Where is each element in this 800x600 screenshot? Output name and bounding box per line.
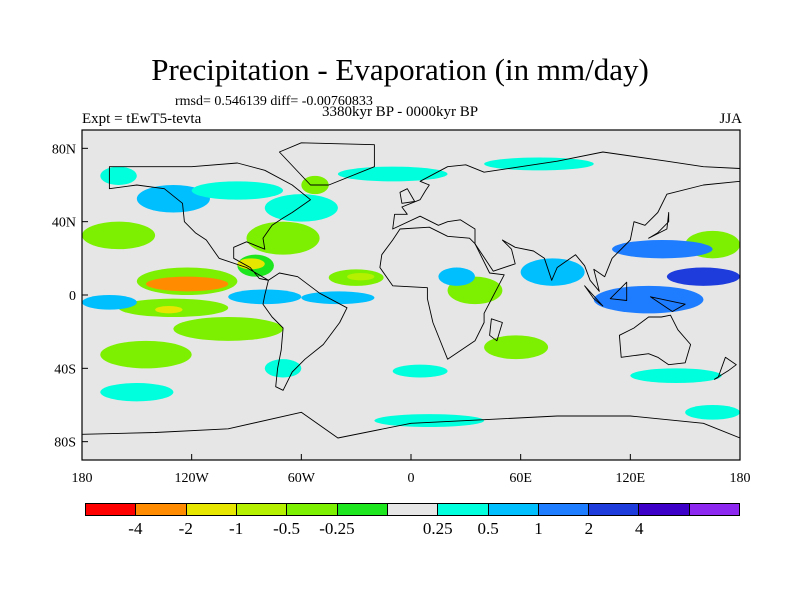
anomaly-region <box>100 340 192 369</box>
colorbar-swatch <box>287 504 338 515</box>
coastline-layer <box>82 142 740 460</box>
anomaly-region <box>100 383 174 402</box>
anomaly-region <box>374 414 485 428</box>
coastline <box>584 285 604 307</box>
colorbar-swatch <box>689 504 740 515</box>
y-tick-label: 0 <box>69 289 76 304</box>
coastline <box>108 162 311 281</box>
colorbar-label: 2 <box>584 519 594 538</box>
anomaly-region <box>347 273 375 281</box>
coastline <box>392 151 740 292</box>
x-tick-label: 180 <box>72 471 93 486</box>
colorbar-label: 4 <box>634 519 644 538</box>
axis-ticks: 80N 40N 0 40S 80S 180 120W 60W 0 60E 120E 180 <box>52 142 751 486</box>
colorbar-swatch <box>136 504 187 515</box>
colorbar-swatch <box>639 504 690 515</box>
anomaly-region <box>246 221 320 255</box>
anomaly-region <box>301 291 375 305</box>
anomaly-region <box>593 285 704 314</box>
period-label: 3380kyr BP - 0000kyr BP <box>321 104 479 120</box>
x-tick-label: 60E <box>509 471 532 486</box>
colorbar-swatch <box>186 504 237 515</box>
colorbar-swatch <box>236 504 288 515</box>
anomaly-region <box>82 295 137 310</box>
coastline <box>399 188 416 204</box>
anomaly-region <box>666 267 740 286</box>
coastline <box>609 281 628 301</box>
colorbar-swatch <box>387 504 439 515</box>
stats-text: rmsd= 0.546139 diff= -0.00760833 <box>175 94 373 109</box>
coastline <box>713 356 737 380</box>
coastline <box>278 142 375 186</box>
anomaly-region <box>100 166 137 185</box>
colorbar-label: -1 <box>229 519 244 538</box>
y-tick-label: 40N <box>52 216 76 231</box>
anomaly-region <box>392 364 448 378</box>
anomaly-region <box>145 276 229 292</box>
anomaly-region <box>685 405 740 420</box>
colorbar-label: 0.25 <box>422 519 453 538</box>
colorbar-label: -4 <box>128 519 143 538</box>
anomaly-layer <box>82 157 740 428</box>
coastline <box>649 296 686 312</box>
coastline <box>489 318 503 342</box>
colorbar-swatch <box>488 504 539 515</box>
coastline <box>379 226 505 360</box>
anomaly-region <box>173 317 284 341</box>
colorbar-swatch <box>86 504 137 515</box>
coastline <box>262 272 348 391</box>
colorbar-swatch <box>337 504 388 515</box>
anomaly-region <box>264 194 338 222</box>
colorbar <box>85 503 740 516</box>
x-tick-label: 180 <box>730 471 751 486</box>
colorbar-label: -2 <box>178 519 193 538</box>
coastline <box>648 212 670 239</box>
anomaly-region <box>520 258 585 286</box>
y-tick-label: 80N <box>52 142 76 157</box>
anomaly-region <box>237 258 265 270</box>
anomaly-region <box>82 221 156 250</box>
anomaly-region <box>612 240 713 259</box>
colorbar-swatch <box>589 504 640 515</box>
coastline <box>82 411 740 460</box>
colorbar-label: 0.5 <box>477 519 499 538</box>
anomaly-region <box>438 267 475 286</box>
x-tick-label: 60W <box>288 471 316 486</box>
x-tick-label: 120W <box>175 471 210 486</box>
season-label: JJA <box>719 111 742 127</box>
plot-title: Precipitation - Evaporation (in mm/day) <box>151 52 649 87</box>
colorbar-swatch <box>538 504 590 515</box>
anomaly-region <box>136 185 210 213</box>
x-tick-label: 120E <box>616 471 646 486</box>
colorbar-label: -0.25 <box>319 519 355 538</box>
experiment-label: Expt = tEwT5-tevta <box>82 111 202 127</box>
anomaly-region <box>630 368 722 383</box>
anomaly-region <box>155 306 183 314</box>
x-tick-label: 0 <box>408 471 415 486</box>
anomaly-region <box>191 181 284 200</box>
coastline <box>618 314 692 366</box>
colorbar-label: -0.5 <box>273 519 300 538</box>
colorbar-swatch <box>438 504 489 515</box>
colorbar-label: 1 <box>534 519 543 538</box>
anomaly-region <box>337 166 448 182</box>
anomaly-region <box>484 335 549 360</box>
y-tick-label: 40S <box>54 362 76 377</box>
y-tick-label: 80S <box>54 436 76 451</box>
